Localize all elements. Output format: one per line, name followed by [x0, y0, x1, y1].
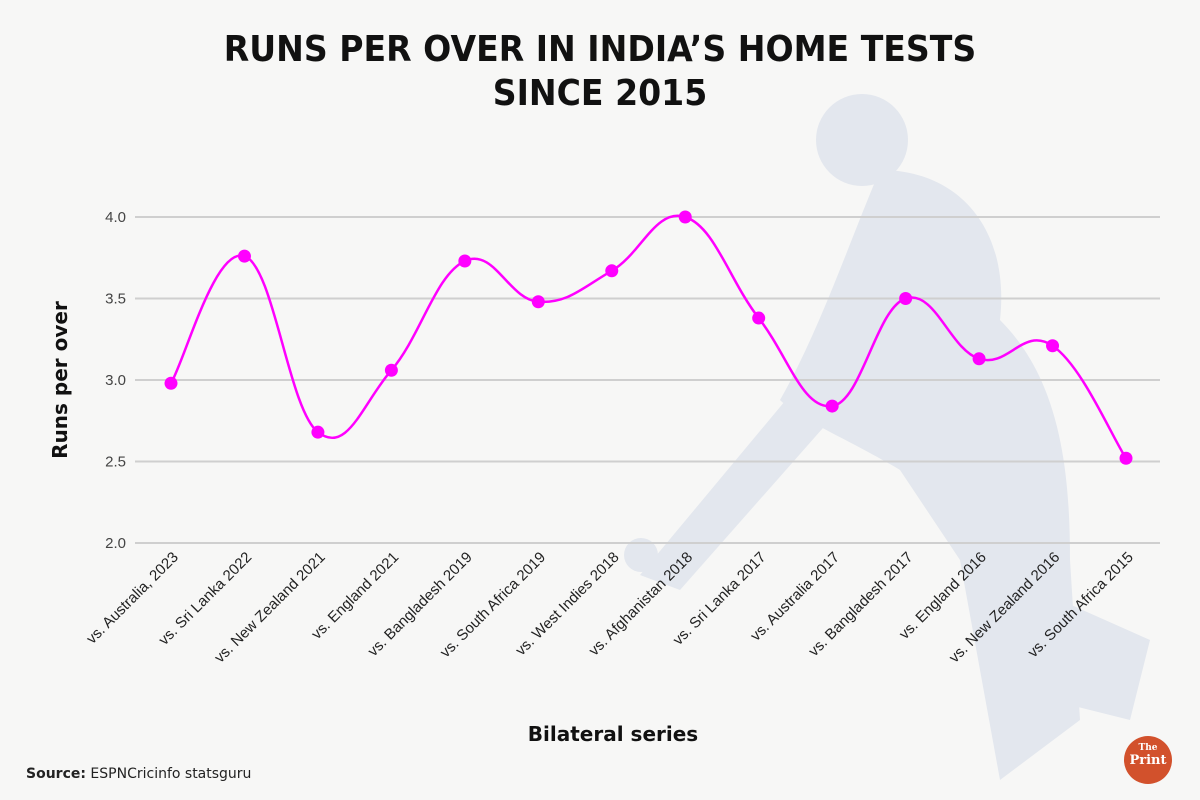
data-point [164, 376, 178, 390]
data-point [1119, 451, 1133, 465]
data-points [164, 210, 1133, 465]
data-point [972, 352, 986, 366]
chart-title-line-2: SINCE 2015 [492, 73, 708, 114]
source-text: ESPNCricinfo statsguru [90, 766, 252, 782]
source-label: Source: [26, 766, 86, 782]
gridlines [135, 216, 1160, 544]
theprint-logo: The Print [1124, 736, 1172, 784]
data-point [752, 311, 766, 325]
y-tick-label: 4.0 [105, 209, 126, 226]
chart-title-line-1: RUNS PER OVER IN INDIA’S HOME TESTS [223, 29, 977, 70]
data-point [899, 292, 913, 305]
data-point [531, 295, 545, 309]
data-point [605, 264, 619, 278]
y-tick-label: 2.0 [105, 535, 126, 552]
data-point [237, 249, 251, 263]
y-tick-label: 3.0 [105, 372, 126, 389]
data-point [458, 254, 472, 268]
y-tick-labels: 2.0 2.5 3.0 3.5 4.0 [105, 209, 126, 552]
data-point [1046, 339, 1060, 353]
series-line [169, 214, 1128, 459]
logo-text-the: The [1138, 743, 1158, 753]
y-tick-label: 3.5 [105, 291, 126, 308]
y-tick-label: 2.5 [105, 454, 126, 471]
batsman-watermark [624, 94, 1150, 780]
data-point [384, 363, 398, 377]
y-axis-label: Runs per over [48, 301, 72, 459]
data-point [825, 399, 839, 413]
logo-text-print: Print [1129, 753, 1167, 768]
source-note: Source: ESPNCricinfo statsguru [26, 766, 251, 782]
data-point [678, 210, 692, 224]
data-point [311, 425, 325, 439]
x-axis-label: Bilateral series [527, 722, 699, 746]
